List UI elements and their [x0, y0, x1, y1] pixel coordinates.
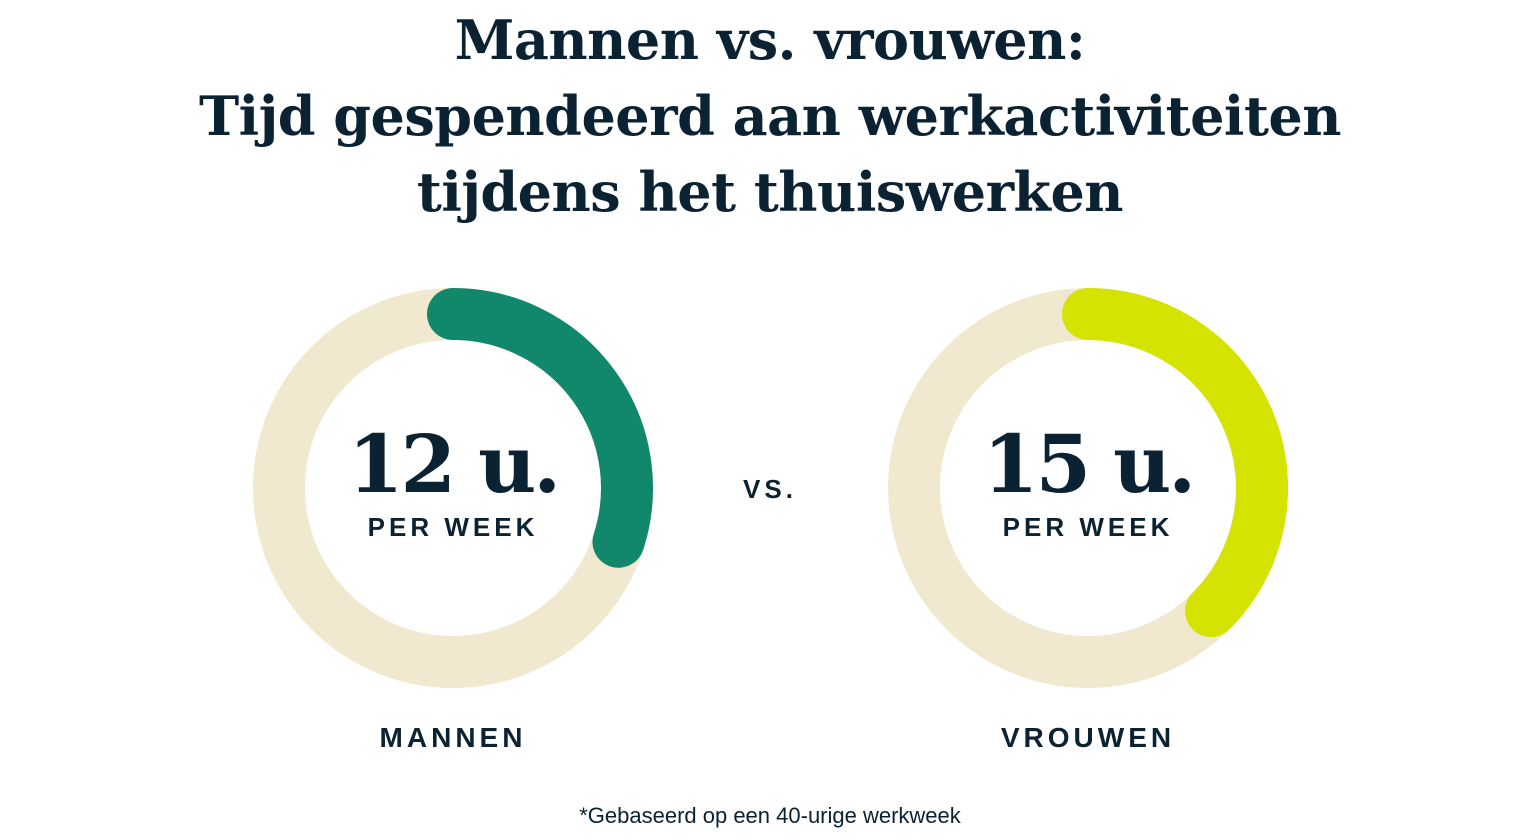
title-line-2: Tijd gespendeerd aan werkactiviteiten [199, 84, 1342, 148]
mannen-value: 12 u. [347, 417, 561, 511]
vrouwen-unit: PER WEEK [1002, 512, 1174, 542]
title-line-3: tijdens het thuiswerken [416, 160, 1124, 224]
donut-arc-vrouwen [1062, 288, 1288, 638]
vs-label: vs. [743, 474, 797, 504]
vrouwen-value: 15 u. [982, 417, 1196, 511]
vrouwen-label: VROUWEN [1000, 722, 1176, 753]
chart-title: Mannen vs. vrouwen: Tijd gespendeerd aan… [0, 2, 1540, 230]
mannen-center: 12 u. PER WEEK [303, 424, 603, 543]
mannen-unit: PER WEEK [367, 512, 539, 542]
mannen-label: MANNEN [379, 722, 527, 753]
footnote: *Gebaseerd op een 40-urige werkweek [579, 803, 961, 828]
vrouwen-center: 15 u. PER WEEK [938, 424, 1238, 543]
donut-arc-mannen [427, 288, 653, 568]
title-line-1: Mannen vs. vrouwen: [454, 8, 1086, 72]
